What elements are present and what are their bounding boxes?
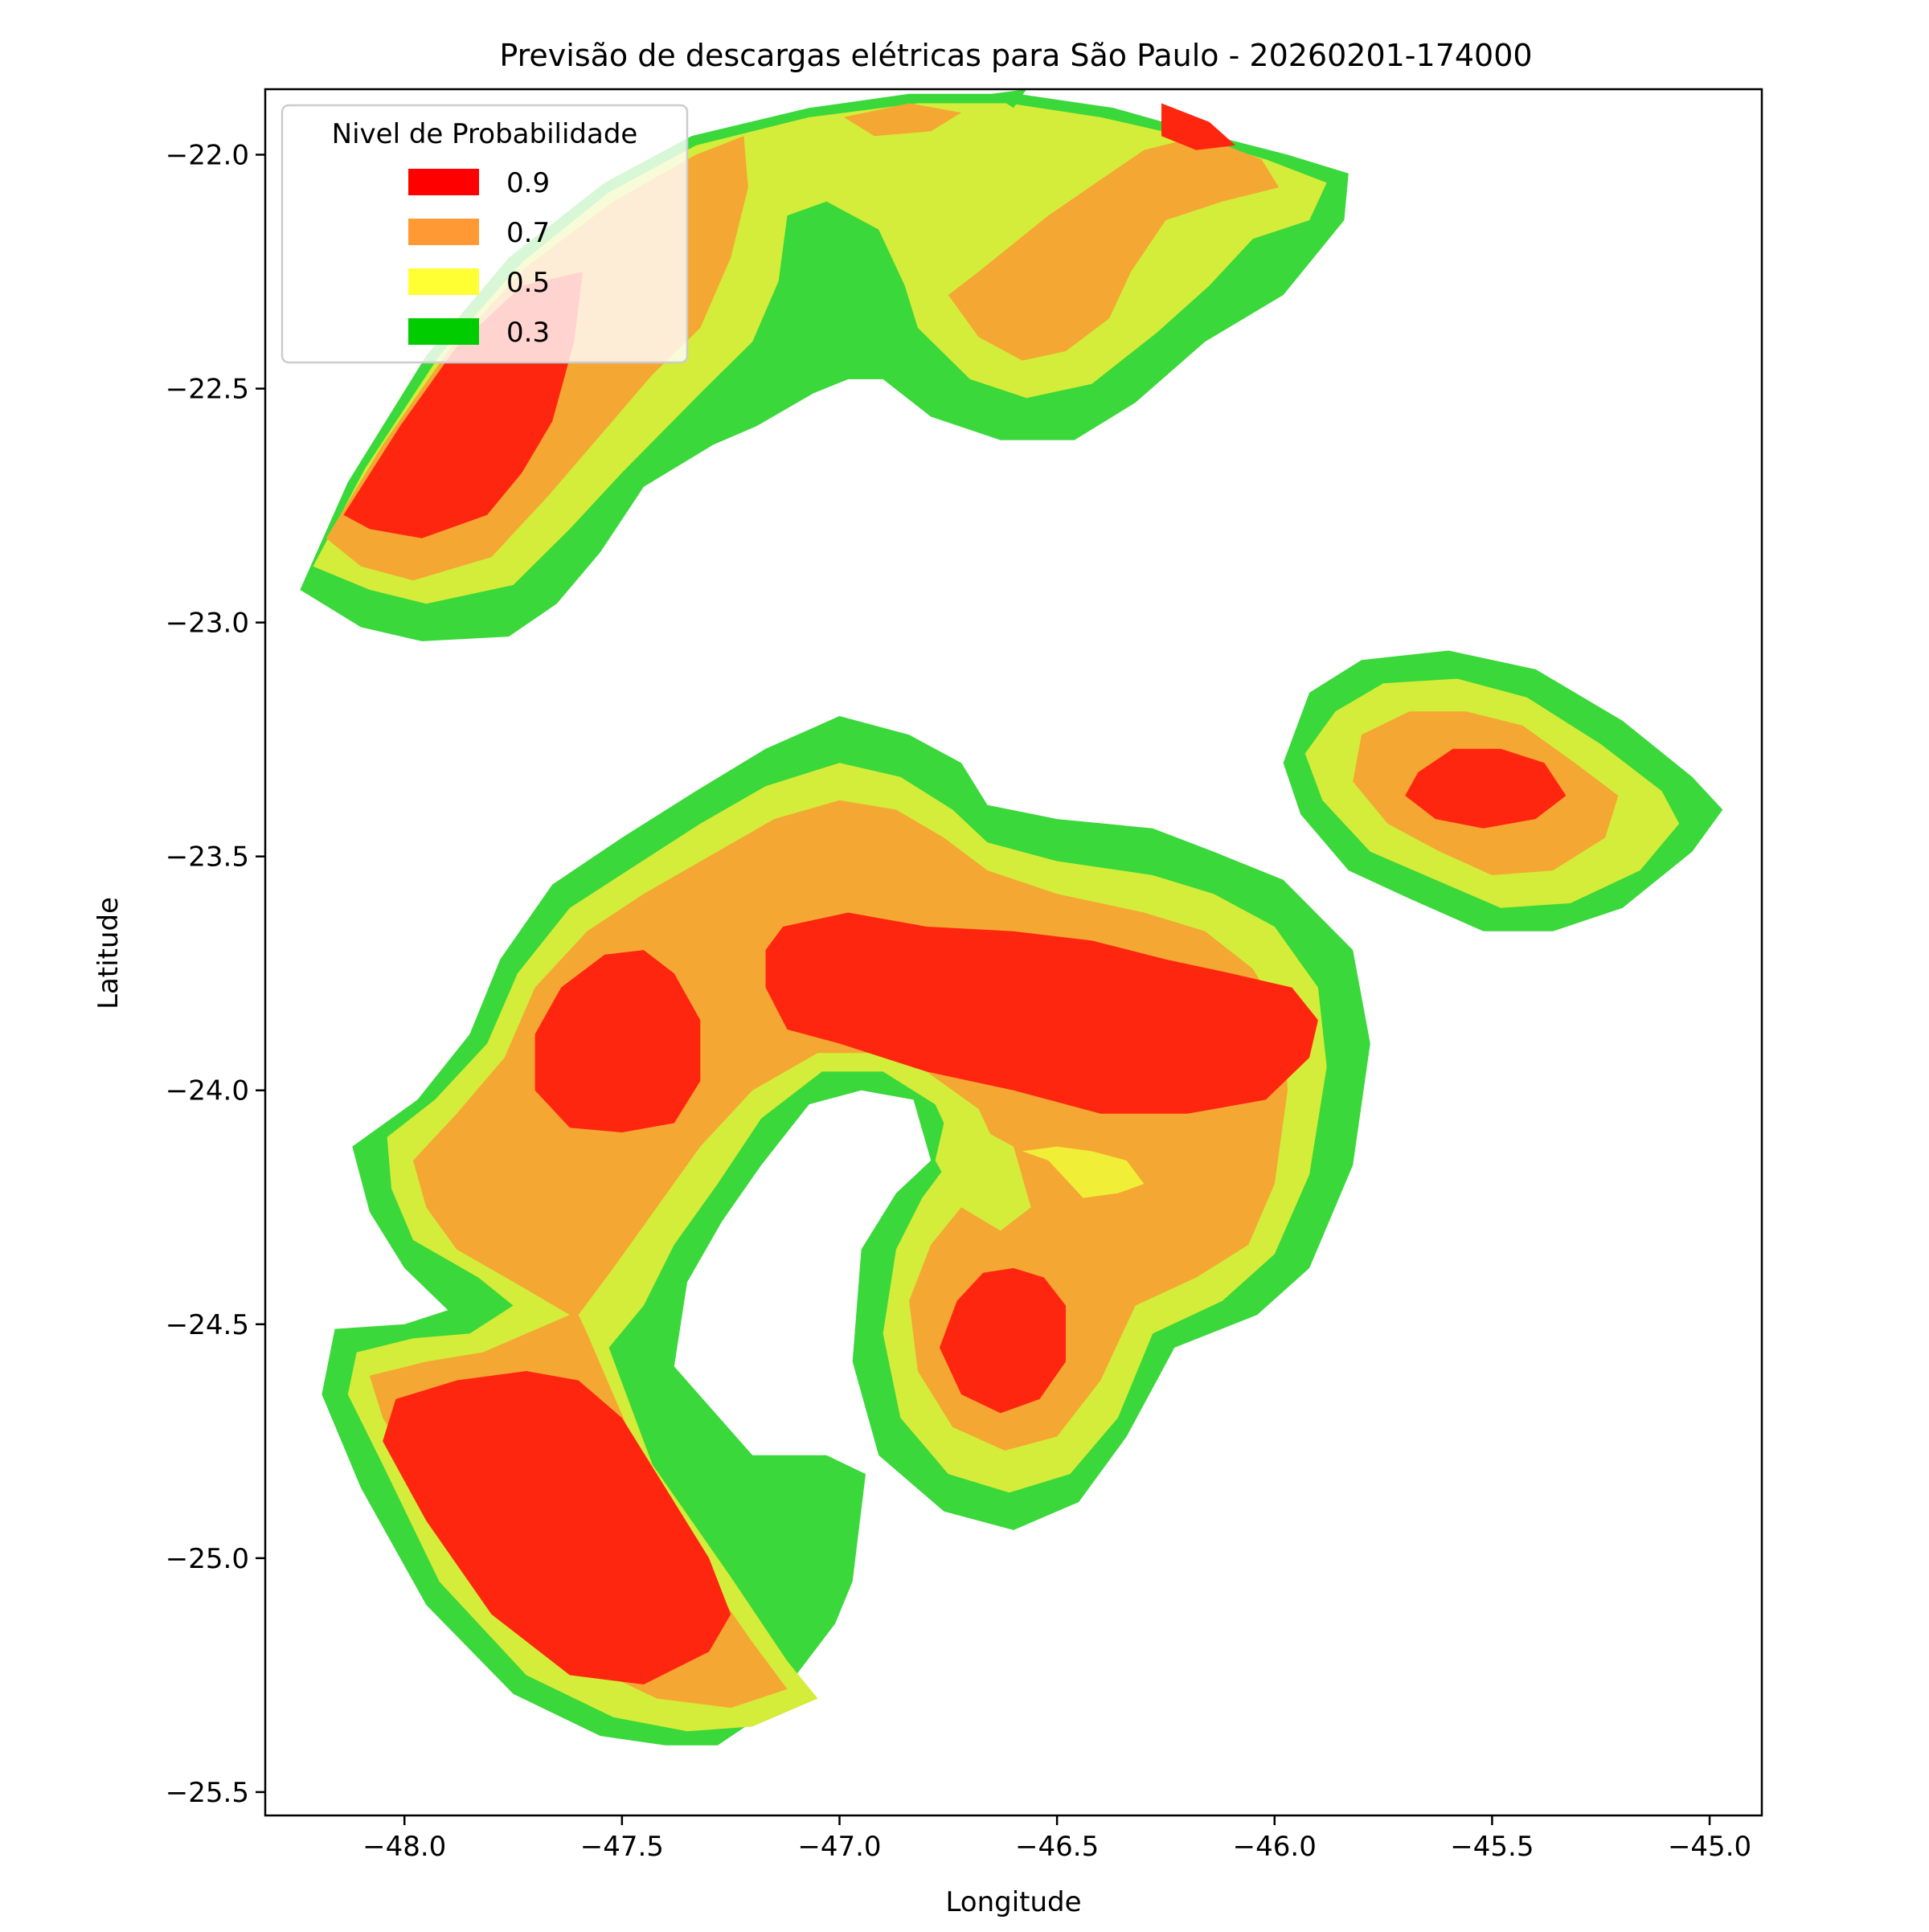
- legend-box: [281, 104, 689, 364]
- band-north-arc-07-4: [948, 136, 1280, 361]
- band-south-complex-07-9: [1161, 1132, 1197, 1152]
- legend-label-05: 0.5: [506, 267, 550, 299]
- band-north-arc-07-5: [843, 103, 961, 137]
- legend-swatch-09: [408, 169, 479, 195]
- y-tick-label: −25.5: [166, 1777, 249, 1809]
- x-tick-label: −48.0: [362, 1831, 446, 1863]
- x-axis-ticks: −48.0 −47.5 −47.0 −46.5 −46.0 −45.5 −45.0: [362, 1815, 1751, 1863]
- x-tick-label: −46.0: [1233, 1831, 1317, 1863]
- x-tick-label: −45.5: [1450, 1831, 1534, 1863]
- region-south-complex: [322, 716, 1370, 1746]
- y-tick-label: −22.0: [166, 139, 249, 171]
- x-tick-label: −46.5: [1015, 1831, 1099, 1863]
- legend-label-03: 0.3: [506, 317, 550, 349]
- legend-label-07: 0.7: [506, 217, 550, 249]
- y-tick-label: −22.5: [166, 374, 249, 406]
- chart-title: Previsão de descargas elétricas para São…: [499, 38, 1532, 73]
- band-north-arc-03-8: [991, 89, 1027, 108]
- plot-frame: [264, 88, 1763, 1817]
- y-tick-label: −23.0: [166, 608, 249, 640]
- x-axis-label: Longitude: [945, 1886, 1081, 1918]
- y-tick-label: −24.0: [166, 1075, 249, 1107]
- band-south-complex-09-6: [765, 912, 1318, 1114]
- y-tick-label: −23.5: [166, 841, 249, 874]
- legend-swatch-07: [408, 219, 479, 245]
- legend: Nivel de Probabilidade 0.9 0.7 0.5 0.3: [281, 104, 689, 364]
- x-tick-label: −47.0: [797, 1831, 881, 1863]
- legend-swatch-03: [408, 318, 479, 345]
- x-tick-label: −45.0: [1668, 1831, 1751, 1863]
- band-south-complex-09-7: [940, 1267, 1066, 1414]
- y-axis-label: Latitude: [92, 897, 125, 1009]
- band-south-complex-09-5: [534, 950, 701, 1133]
- legend-title: Nivel de Probabilidade: [332, 118, 638, 150]
- band-south-complex-04-4: [935, 1123, 1031, 1231]
- band-north-arc-09-7: [1161, 103, 1236, 150]
- legend-label-09: 0.9: [506, 167, 550, 199]
- x-tick-label: −47.5: [580, 1831, 664, 1863]
- y-tick-label: −24.5: [166, 1309, 249, 1341]
- band-east-blob-09-3: [1405, 748, 1567, 829]
- legend-swatch-05: [408, 268, 479, 295]
- band-south-complex-05-3: [1022, 1146, 1145, 1198]
- region-east-blob: [1283, 650, 1723, 931]
- y-tick-label: −25.0: [166, 1543, 249, 1575]
- band-south-complex-09-8: [383, 1371, 731, 1684]
- y-axis-ticks: −22.0 −22.5 −23.0 −23.5 −24.0 −24.5 −25.0 −25.5: [166, 139, 265, 1809]
